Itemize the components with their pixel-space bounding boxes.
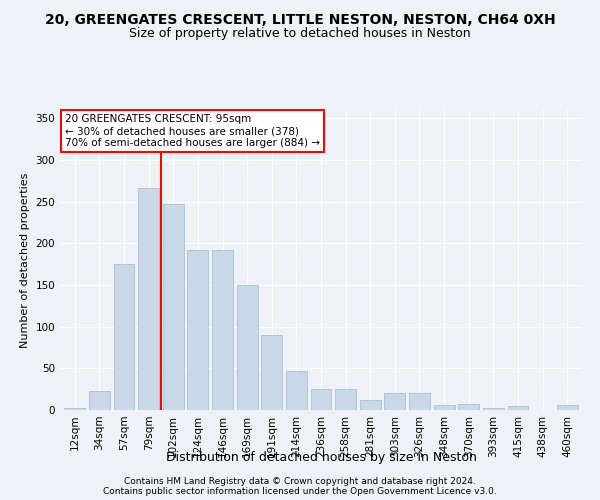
Bar [187, 250, 208, 410]
Bar [409, 394, 430, 410]
Bar [113, 264, 134, 410]
Bar [360, 400, 381, 410]
Bar [89, 391, 110, 410]
Bar [138, 188, 159, 410]
Bar [163, 204, 184, 410]
Bar [434, 405, 455, 410]
Y-axis label: Number of detached properties: Number of detached properties [20, 172, 30, 348]
Bar [236, 285, 257, 410]
Text: Contains HM Land Registry data © Crown copyright and database right 2024.: Contains HM Land Registry data © Crown c… [124, 476, 476, 486]
Text: 20 GREENGATES CRESCENT: 95sqm
← 30% of detached houses are smaller (378)
70% of : 20 GREENGATES CRESCENT: 95sqm ← 30% of d… [65, 114, 320, 148]
Bar [483, 408, 504, 410]
Bar [311, 389, 331, 410]
Text: Distribution of detached houses by size in Neston: Distribution of detached houses by size … [166, 451, 476, 464]
Bar [286, 371, 307, 410]
Text: Size of property relative to detached houses in Neston: Size of property relative to detached ho… [129, 28, 471, 40]
Bar [557, 405, 578, 410]
Bar [335, 389, 356, 410]
Bar [212, 250, 233, 410]
Bar [64, 408, 85, 410]
Text: 20, GREENGATES CRESCENT, LITTLE NESTON, NESTON, CH64 0XH: 20, GREENGATES CRESCENT, LITTLE NESTON, … [44, 12, 556, 26]
Bar [385, 394, 406, 410]
Text: Contains public sector information licensed under the Open Government Licence v3: Contains public sector information licen… [103, 486, 497, 496]
Bar [261, 335, 282, 410]
Bar [458, 404, 479, 410]
Bar [508, 406, 529, 410]
